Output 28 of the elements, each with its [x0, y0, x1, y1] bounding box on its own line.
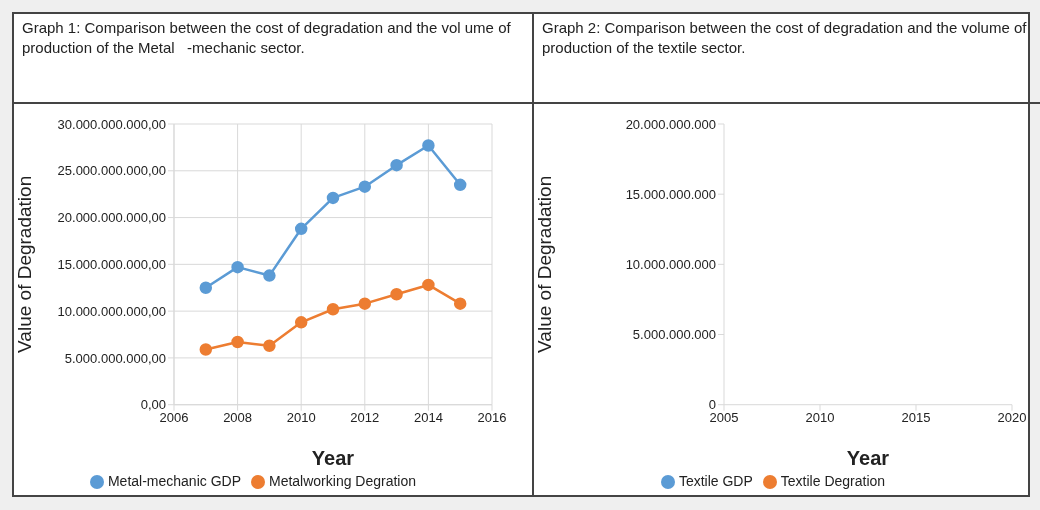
- x-axis-title: Year: [846, 446, 890, 469]
- y-tick-label: 5.000.000.000,00: [64, 350, 166, 366]
- x-tick-label: 2010: [286, 409, 316, 425]
- y-tick-label: 30.000.000.000,00: [57, 116, 166, 132]
- y-tick-label: 25.000.000.000,00: [57, 163, 166, 179]
- y-tick-label: 5.000.000.000: [632, 327, 716, 343]
- legend-label: Metal-mechanic GDP: [107, 472, 241, 489]
- y-tick-label: 10.000.000.000,00: [57, 303, 166, 319]
- y-axis-title: Value of Degradation: [533, 175, 555, 353]
- x-tick-label: 2012: [350, 409, 380, 425]
- y-tick-label: 15.000.000.000,00: [57, 256, 166, 272]
- x-tick-label: 2015: [901, 409, 931, 425]
- chart-title: Graph 2: Comparison between the cost of degradation and the volume of production of the textile sector.: [534, 14, 1040, 104]
- x-axis-title: Year: [311, 446, 355, 469]
- x-tick-label: 2014: [413, 409, 443, 425]
- y-tick-label: 10.000.000.000: [625, 256, 716, 272]
- x-tick-label: 2008: [223, 409, 253, 425]
- y-tick-label: 15.000.000.000: [625, 186, 716, 202]
- y-axis-title: Value of Degradation: [13, 175, 35, 353]
- x-tick-label: 2020: [997, 409, 1027, 425]
- x-tick-label: 2016: [477, 409, 507, 425]
- legend-label: Textile Degration: [780, 472, 886, 489]
- x-tick-label: 2010: [805, 409, 835, 425]
- y-tick-label: 20.000.000.000: [625, 116, 716, 132]
- legend-label: Textile GDP: [678, 472, 753, 489]
- y-tick-label: 20.000.000.000,00: [57, 210, 166, 226]
- legend-label: Metalworking Degration: [268, 472, 417, 489]
- chart-title: Graph 1: Comparison between the cost of degradation and the vol ume of production of the Metal -mechanic sector.: [14, 14, 532, 104]
